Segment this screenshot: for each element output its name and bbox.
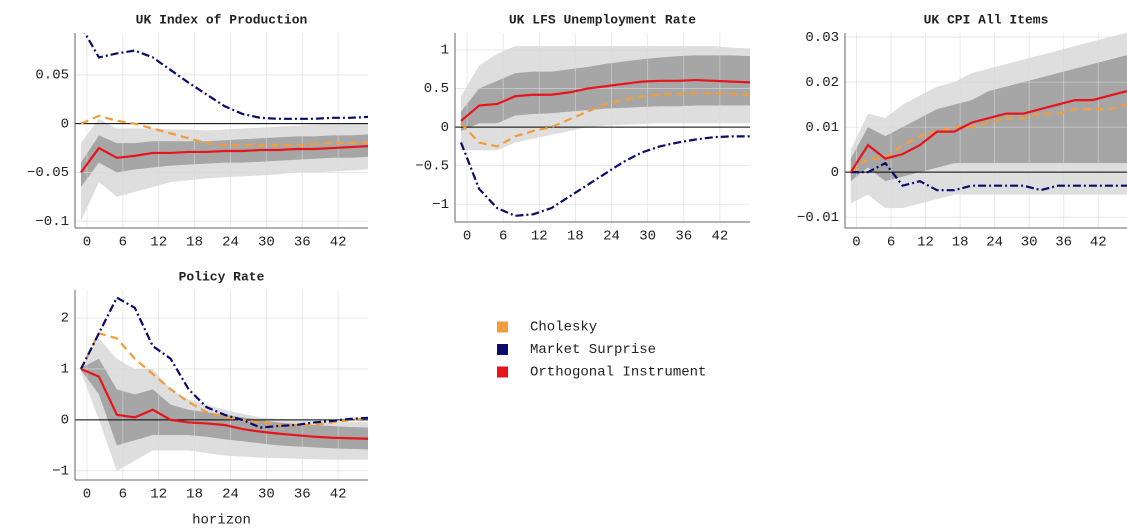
subplot-title: UK Index of Production bbox=[136, 12, 308, 27]
series-line bbox=[850, 161, 1127, 192]
series-line bbox=[850, 103, 1127, 174]
x-tick-label: 24 bbox=[986, 235, 1003, 251]
y-tick-label: −0.05 bbox=[27, 165, 69, 181]
legend-label: Cholesky bbox=[530, 320, 597, 336]
legend-label: Orthogonal Instrument bbox=[530, 365, 706, 381]
x-tick-label: 24 bbox=[222, 487, 239, 503]
series-line bbox=[80, 114, 368, 147]
legend-swatch bbox=[497, 366, 508, 378]
y-tick-label: −0.5 bbox=[415, 158, 449, 174]
y-tick-label: 0.05 bbox=[35, 68, 69, 84]
y-tick-label: 1 bbox=[441, 43, 449, 59]
series-line bbox=[80, 367, 368, 440]
plot-area bbox=[455, 33, 750, 222]
x-tick-label: 24 bbox=[603, 229, 620, 245]
y-tick-label: −0.01 bbox=[797, 210, 839, 226]
x-tick-label: 18 bbox=[186, 487, 203, 503]
x-tick-label: 42 bbox=[1090, 235, 1107, 251]
x-tick-label: 18 bbox=[952, 235, 969, 251]
y-tick-label: 0.02 bbox=[805, 75, 839, 91]
x-tick-label: 6 bbox=[887, 235, 895, 251]
plot-area bbox=[75, 290, 368, 480]
subplot-title: Policy Rate bbox=[179, 269, 265, 284]
x-tick-label: 6 bbox=[119, 235, 127, 251]
series-line bbox=[79, 296, 368, 429]
x-tick-label: 42 bbox=[330, 235, 347, 251]
x-tick-label: 42 bbox=[711, 229, 728, 245]
subplot: UK LFS Unemployment Rate 0 6 12 18 24 30 36 42 −1… bbox=[415, 12, 750, 245]
x-tick-label: 0 bbox=[463, 229, 471, 245]
y-tick-label: −1 bbox=[52, 464, 69, 480]
plot-area bbox=[75, 33, 368, 228]
confidence-band bbox=[80, 134, 368, 188]
x-tick-label: 36 bbox=[294, 487, 311, 503]
y-tick-label: 1 bbox=[61, 362, 69, 378]
subplot-title: UK LFS Unemployment Rate bbox=[509, 12, 696, 27]
y-tick-label: 0 bbox=[441, 120, 449, 136]
confidence-band bbox=[80, 358, 368, 450]
y-tick-label: 2 bbox=[61, 311, 69, 327]
legend: Cholesky Market Surprise Orthogonal Instru… bbox=[497, 320, 706, 381]
series-line bbox=[459, 135, 750, 217]
x-tick-label: 18 bbox=[186, 235, 203, 251]
x-tick-label: 36 bbox=[294, 235, 311, 251]
y-tick-label: 0 bbox=[831, 165, 839, 181]
x-tick-label: 30 bbox=[1021, 235, 1038, 251]
series-line bbox=[460, 78, 750, 122]
x-tick-label: 0 bbox=[83, 487, 91, 503]
subplot-title: UK CPI All Items bbox=[924, 12, 1049, 27]
y-tick-label: 0.5 bbox=[424, 81, 449, 97]
x-axis-label: horizon bbox=[192, 513, 251, 529]
series-line bbox=[79, 331, 368, 427]
y-tick-label: 0 bbox=[61, 116, 69, 132]
series-line bbox=[849, 90, 1127, 173]
legend-label: Market Surprise bbox=[530, 342, 656, 358]
x-tick-label: 12 bbox=[150, 235, 167, 251]
series-line bbox=[80, 145, 368, 174]
x-tick-label: 30 bbox=[639, 229, 656, 245]
x-tick-label: 36 bbox=[675, 229, 692, 245]
legend-swatch bbox=[497, 321, 508, 333]
x-tick-label: 24 bbox=[222, 235, 239, 251]
x-tick-label: 12 bbox=[531, 229, 548, 245]
confidence-band bbox=[461, 55, 750, 131]
series-line bbox=[460, 92, 750, 148]
x-tick-label: 0 bbox=[83, 235, 91, 251]
plot-area bbox=[845, 33, 1127, 228]
x-tick-label: 12 bbox=[150, 487, 167, 503]
subplot: UK CPI All Items 0 6 12 18 24 30 36 42 −0.01 0 0.01… bbox=[797, 12, 1127, 251]
x-tick-label: 6 bbox=[119, 487, 127, 503]
x-tick-label: 30 bbox=[258, 235, 275, 251]
x-tick-label: 42 bbox=[330, 487, 347, 503]
series-line bbox=[83, 33, 368, 120]
y-tick-label: −0.1 bbox=[35, 214, 69, 230]
y-tick-label: 0.01 bbox=[805, 120, 839, 136]
x-tick-label: 18 bbox=[567, 229, 584, 245]
legend-swatch bbox=[497, 344, 508, 355]
y-tick-label: 0.03 bbox=[805, 30, 839, 46]
x-tick-label: 6 bbox=[499, 229, 507, 245]
y-tick-label: −1 bbox=[432, 197, 449, 213]
y-tick-label: 0 bbox=[61, 413, 69, 429]
x-tick-label: 36 bbox=[1055, 235, 1072, 251]
x-tick-label: 0 bbox=[852, 235, 860, 251]
subplot: UK Index of Production 0 6 12 18 24 30 36 42 −0.1… bbox=[27, 12, 368, 251]
x-tick-label: 12 bbox=[917, 235, 934, 251]
x-tick-label: 30 bbox=[258, 487, 275, 503]
